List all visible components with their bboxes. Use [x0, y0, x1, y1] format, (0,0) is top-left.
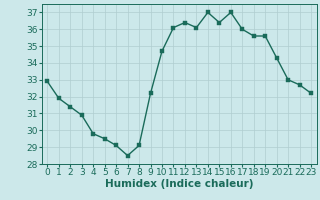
X-axis label: Humidex (Indice chaleur): Humidex (Indice chaleur): [105, 179, 253, 189]
